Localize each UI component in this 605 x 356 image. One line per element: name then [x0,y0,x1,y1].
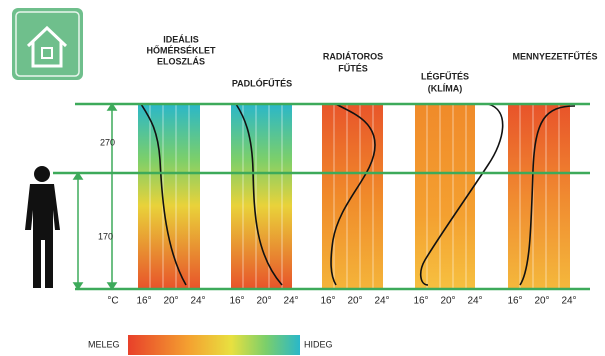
panel-title: FŰTÉS [338,62,368,73]
scale-tick-label: 16° [413,296,428,307]
panel-title: (KLÍMA) [428,83,463,93]
scale-tick-label: 16° [320,296,335,307]
scale-tick-label: 16° [229,296,244,307]
panels [138,104,570,289]
legend-bar [128,335,300,355]
panel-title: LÉGFŰTÉS [421,70,469,81]
legend-cold: HIDEG [304,339,333,349]
panel-title: RADIÁTOROS [323,51,383,61]
panel-floor [231,104,292,289]
diagram: 270 170 IDEÁLIS HŐMÉRSÉKLET ELOSZLÁS PAD… [0,0,605,356]
panel-ceiling [508,104,570,289]
height-label: 270 [100,137,115,147]
scale-tick-label: 24° [283,296,298,307]
panel-title: IDEÁLIS [163,34,199,44]
scale-tick-label: 20° [440,296,455,307]
scale-ticks: 16° 20° 24° 16° 20° 24° 16° 20° 24° 16° 20° 24° 16° 2… [136,296,576,307]
panel-title: PADLÓFŰTÉS [232,77,292,88]
unit-label: °C [107,296,118,307]
scale-tick-label: 24° [467,296,482,307]
house-icon [12,8,83,80]
scale-tick-label: 24° [374,296,389,307]
scale-tick-label: 16° [136,296,151,307]
scale-tick-label: 20° [256,296,271,307]
height-arrows [74,104,116,289]
scale-tick-label: 16° [507,296,522,307]
scale-tick-label: 20° [163,296,178,307]
person-silhouette [25,166,60,288]
scale-tick-label: 24° [561,296,576,307]
scale-tick-label: 24° [190,296,205,307]
panel-title: ELOSZLÁS [157,56,205,66]
panel-ideal [138,104,200,289]
scale-tick-label: 20° [347,296,362,307]
panel-title: HŐMÉRSÉKLET [146,44,216,55]
legend-warm: MELEG [88,339,120,349]
scale-tick-label: 20° [534,296,549,307]
height-label: 170 [98,231,113,241]
panel-title: MENNYEZETFŰTÉS [512,50,597,61]
